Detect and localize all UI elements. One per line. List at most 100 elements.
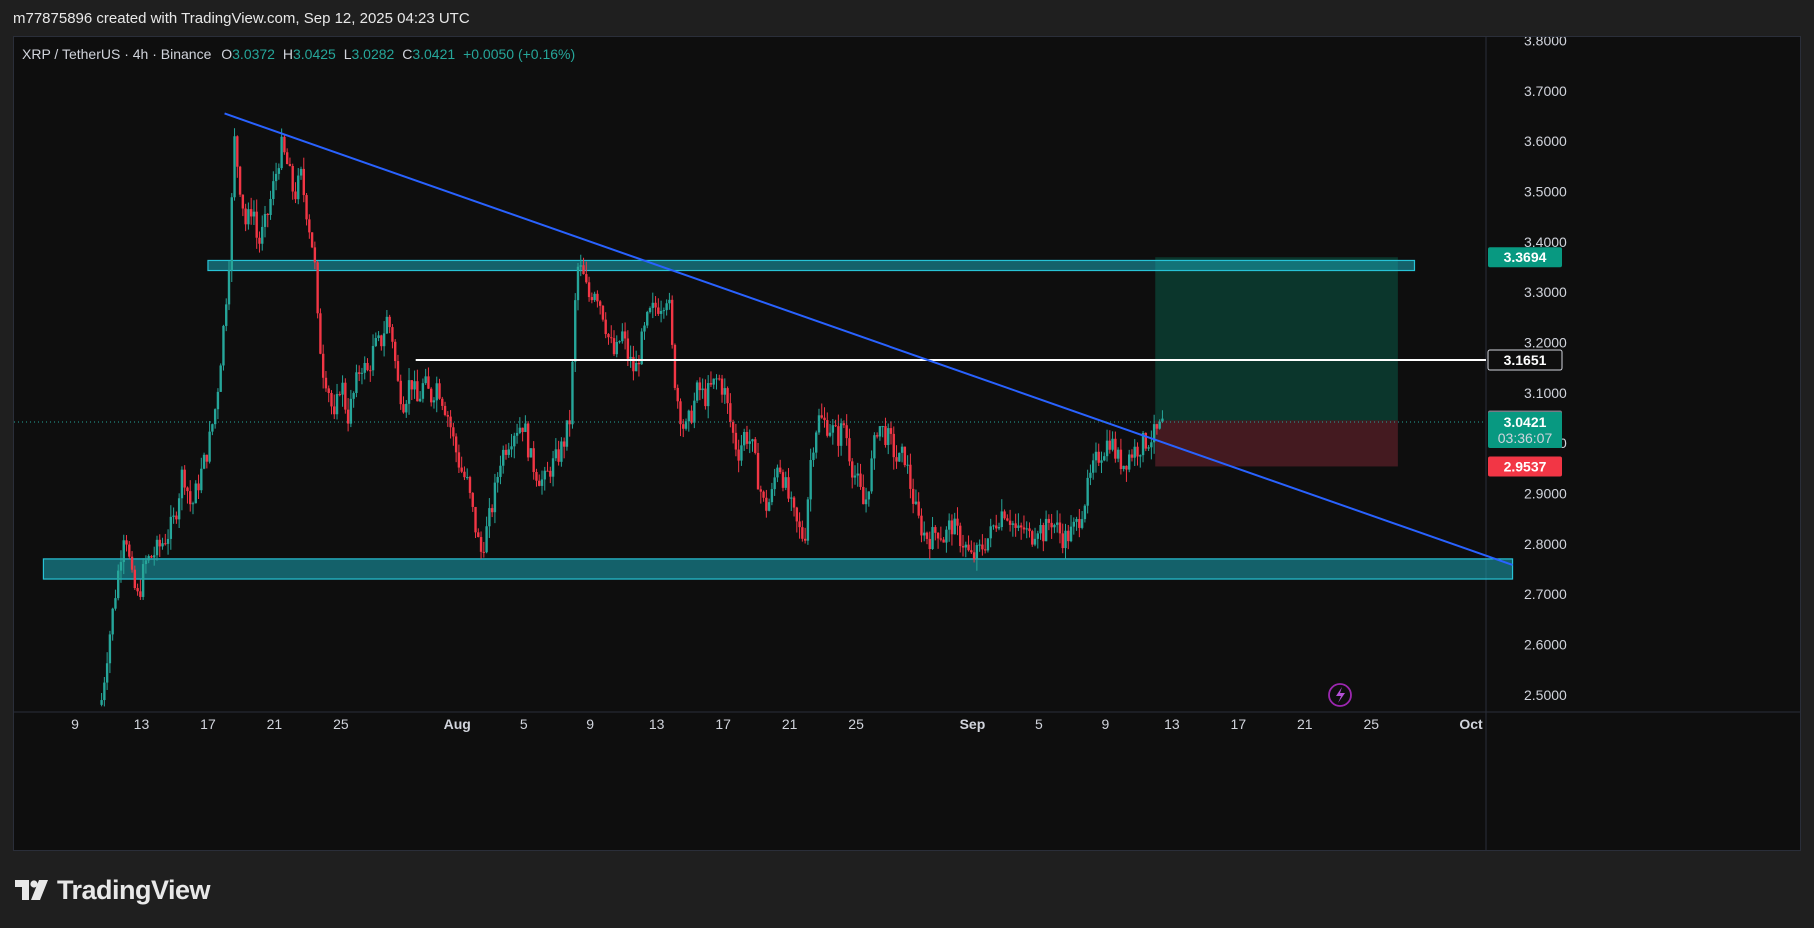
- candle-body: [1080, 519, 1084, 528]
- candle-body: [706, 383, 710, 407]
- price-tick-label: 3.7000: [1524, 83, 1567, 99]
- candle-body: [898, 452, 901, 462]
- candle-body: [961, 546, 965, 548]
- candle-body: [895, 457, 898, 462]
- candle-body: [848, 438, 851, 462]
- candle-body: [826, 420, 829, 436]
- candle-body: [712, 378, 715, 385]
- candle-body: [111, 608, 114, 635]
- stop-zone[interactable]: [1155, 420, 1398, 467]
- candle-body: [169, 516, 173, 539]
- candle-body: [939, 538, 943, 540]
- target-zone[interactable]: [1155, 257, 1398, 421]
- candle-body: [141, 564, 145, 597]
- candle-body: [726, 388, 729, 404]
- candle-body: [216, 391, 220, 410]
- candle-body: [297, 175, 300, 200]
- candle-body: [1091, 460, 1095, 473]
- candle-body: [233, 136, 236, 198]
- candle-body: [983, 549, 987, 551]
- candle-body: [851, 461, 854, 478]
- candle-body: [144, 560, 148, 565]
- candle-body: [1031, 531, 1034, 545]
- time-tick-label: 13: [649, 716, 665, 732]
- price-tick-label: 3.1000: [1524, 385, 1567, 401]
- candle-body: [718, 378, 721, 380]
- candle-body: [623, 331, 627, 339]
- candle-body: [917, 501, 920, 516]
- candle-body: [765, 497, 768, 511]
- candle-body: [382, 333, 386, 347]
- candle-body: [884, 426, 887, 446]
- candle-body: [438, 383, 441, 399]
- legend-symbol[interactable]: XRP / TetherUS · 4h · Binance: [22, 46, 212, 62]
- candle-body: [903, 446, 907, 466]
- candle-body: [164, 543, 167, 545]
- candle-body: [571, 361, 574, 425]
- candle-body: [454, 436, 458, 453]
- candle-body: [416, 381, 419, 402]
- candle-body: [549, 470, 552, 477]
- candle-body: [784, 477, 787, 488]
- time-tick-label: 25: [848, 716, 864, 732]
- candle-body: [1067, 530, 1070, 542]
- candle-body: [953, 518, 956, 535]
- time-tick-label: 13: [134, 716, 150, 732]
- candle-body: [867, 491, 871, 500]
- candle-body: [277, 168, 281, 174]
- legend-low-label: L: [343, 46, 352, 62]
- descending-trendline[interactable]: [224, 112, 1513, 566]
- candle-body: [828, 432, 832, 436]
- candle-body: [305, 195, 308, 220]
- candle-body: [856, 473, 859, 476]
- candle-body: [291, 165, 294, 192]
- candle-body: [180, 469, 184, 499]
- candle-body: [767, 502, 771, 511]
- candle-body: [803, 538, 807, 541]
- candle-body: [172, 515, 175, 517]
- candle-body: [272, 181, 275, 199]
- candle-body: [150, 556, 153, 558]
- candle-body: [579, 265, 582, 267]
- candle-body: [842, 423, 846, 426]
- legend-close-label: C: [402, 46, 413, 62]
- price-tick-label: 3.8000: [1524, 37, 1567, 49]
- candle-body: [139, 591, 142, 597]
- candle-body: [618, 341, 621, 343]
- price-chart[interactable]: 2.50002.60002.70002.80002.90003.00003.10…: [14, 37, 1800, 850]
- price-tag-target[interactable]: [1488, 247, 1562, 268]
- price-tag-last[interactable]: [1488, 411, 1562, 448]
- chart-frame[interactable]: 2.50002.60002.70002.80002.90003.00003.10…: [13, 36, 1801, 851]
- candle-body: [194, 483, 197, 504]
- candle-body: [393, 341, 397, 362]
- candle-body: [720, 378, 724, 395]
- price-tag-level[interactable]: [1487, 349, 1563, 371]
- candle-body: [604, 319, 607, 335]
- candle-body: [133, 569, 137, 589]
- candle-body: [925, 532, 929, 539]
- candle-body: [252, 211, 256, 217]
- candle-body: [202, 454, 206, 469]
- candle-body: [928, 538, 931, 550]
- candle-body: [249, 209, 253, 217]
- time-tick-label: 5: [520, 716, 528, 732]
- candle-body: [285, 152, 289, 165]
- resistance-zone[interactable]: [207, 259, 1416, 272]
- price-tag-value: 2.9537: [1504, 458, 1547, 474]
- candle-body: [1114, 438, 1117, 459]
- candles[interactable]: [100, 128, 1164, 707]
- candle-body: [590, 297, 594, 301]
- footer-brand[interactable]: TradingView: [15, 872, 211, 908]
- candle-body: [200, 468, 203, 491]
- candle-body: [432, 400, 436, 403]
- candle-body: [610, 337, 613, 339]
- candle-body: [524, 423, 527, 432]
- candle-body: [817, 415, 821, 433]
- lightning-icon[interactable]: [1328, 683, 1352, 707]
- candle-body: [258, 237, 261, 244]
- support-zone[interactable]: [42, 558, 1514, 580]
- candle-body: [557, 449, 560, 462]
- candle-body: [892, 433, 895, 458]
- price-tag-stop[interactable]: [1488, 456, 1562, 477]
- candle-body: [1017, 525, 1020, 528]
